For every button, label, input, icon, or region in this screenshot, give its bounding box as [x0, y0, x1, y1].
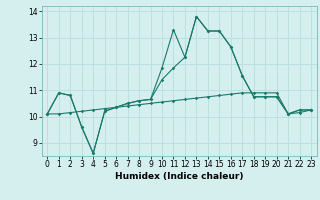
X-axis label: Humidex (Indice chaleur): Humidex (Indice chaleur): [115, 172, 244, 181]
